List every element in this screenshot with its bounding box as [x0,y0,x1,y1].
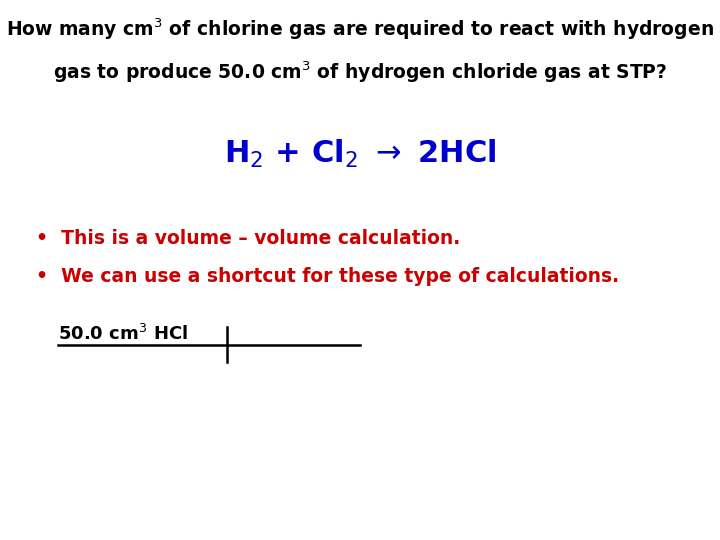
Text: 50.0 cm$^{3}$ HCl: 50.0 cm$^{3}$ HCl [58,324,188,344]
Text: H$_{2}$ + Cl$_{2}$ $\rightarrow$ 2HCl: H$_{2}$ + Cl$_{2}$ $\rightarrow$ 2HCl [224,138,496,170]
Text: •  This is a volume – volume calculation.: • This is a volume – volume calculation. [36,230,460,248]
Text: How many cm$^{3}$ of chlorine gas are required to react with hydrogen: How many cm$^{3}$ of chlorine gas are re… [6,16,714,42]
Text: gas to produce 50.0 cm$^{3}$ of hydrogen chloride gas at STP?: gas to produce 50.0 cm$^{3}$ of hydrogen… [53,59,667,85]
Text: •  We can use a shortcut for these type of calculations.: • We can use a shortcut for these type o… [36,267,619,286]
